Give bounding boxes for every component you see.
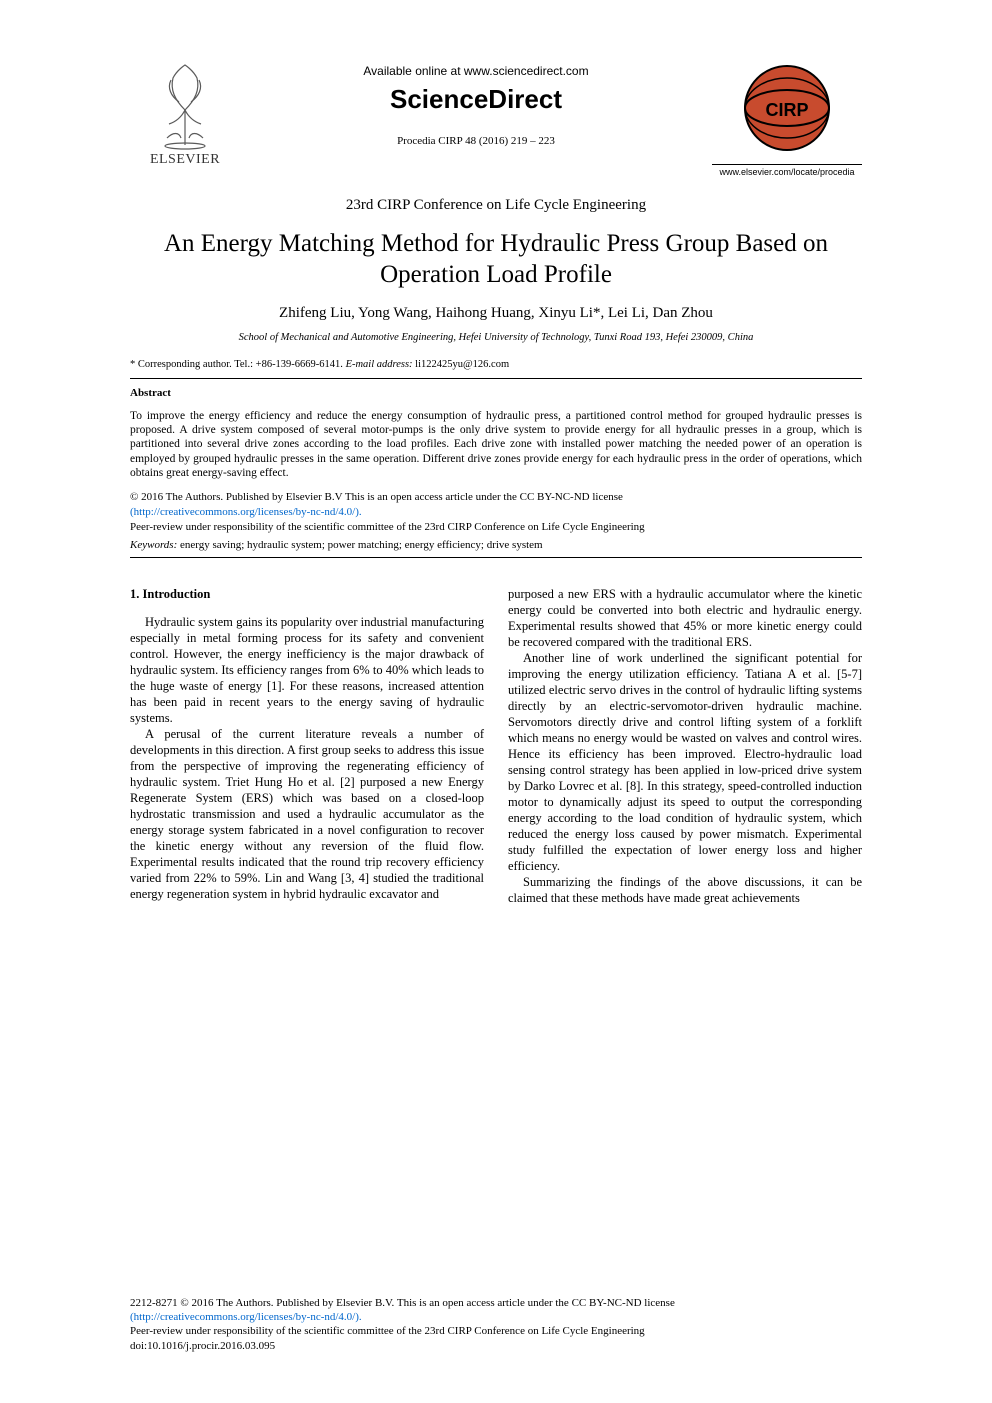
footer-issn: 2212-8271 © 2016 The Authors. Published …	[130, 1297, 675, 1309]
corresponding-prefix: * Corresponding author. Tel.: +86-139-66…	[130, 359, 346, 370]
rule-bottom	[130, 557, 862, 558]
footer-doi: doi:10.1016/j.procir.2016.03.095	[130, 1340, 275, 1352]
header-row: ELSEVIER Available online at www.science…	[130, 60, 862, 177]
left-column: 1. Introduction Hydraulic system gains i…	[130, 586, 484, 906]
section-1-heading: 1. Introduction	[130, 586, 484, 602]
email-label: E-mail address:	[346, 359, 413, 370]
body-para: purposed a new ERS with a hydraulic accu…	[508, 586, 862, 650]
corresponding-author: * Corresponding author. Tel.: +86-139-66…	[130, 359, 862, 370]
available-online-text: Available online at www.sciencedirect.co…	[240, 64, 712, 78]
copyright-line1: © 2016 The Authors. Published by Elsevie…	[130, 491, 623, 503]
elsevier-tree-icon	[145, 60, 225, 150]
copyright-block: © 2016 The Authors. Published by Elsevie…	[130, 490, 862, 519]
body-columns: 1. Introduction Hydraulic system gains i…	[130, 586, 862, 906]
license-link[interactable]: (http://creativecommons.org/licenses/by-…	[130, 506, 362, 518]
rule-top	[130, 378, 862, 379]
right-column: purposed a new ERS with a hydraulic accu…	[508, 586, 862, 906]
sciencedirect-logo-text: ScienceDirect	[240, 84, 712, 115]
cirp-logo-block: CIRP www.elsevier.com/locate/procedia	[712, 60, 862, 177]
corresponding-email: li122425yu@126.com	[413, 359, 510, 370]
elsevier-label: ELSEVIER	[130, 152, 240, 168]
peer-review-line: Peer-review under responsibility of the …	[130, 521, 862, 533]
affiliation: School of Mechanical and Automotive Engi…	[130, 332, 862, 343]
conference-name: 23rd CIRP Conference on Life Cycle Engin…	[130, 197, 862, 214]
cirp-url: www.elsevier.com/locate/procedia	[712, 164, 862, 177]
abstract-text: To improve the energy efficiency and red…	[130, 409, 862, 481]
cirp-logo-icon: CIRP	[737, 60, 837, 160]
procedia-citation: Procedia CIRP 48 (2016) 219 – 223	[240, 135, 712, 147]
footer-peer-review: Peer-review under responsibility of the …	[130, 1325, 645, 1337]
svg-text:CIRP: CIRP	[765, 100, 808, 120]
paper-title: An Energy Matching Method for Hydraulic …	[130, 228, 862, 291]
keywords-line: Keywords: energy saving; hydraulic syste…	[130, 539, 862, 551]
authors-list: Zhifeng Liu, Yong Wang, Haihong Huang, X…	[130, 305, 862, 322]
body-para: Another line of work underlined the sign…	[508, 650, 862, 874]
keywords-text: energy saving; hydraulic system; power m…	[177, 539, 542, 551]
footer-license-link[interactable]: (http://creativecommons.org/licenses/by-…	[130, 1311, 362, 1323]
body-para: A perusal of the current literature reve…	[130, 726, 484, 902]
body-para: Hydraulic system gains its popularity ov…	[130, 614, 484, 726]
center-header: Available online at www.sciencedirect.co…	[240, 60, 712, 147]
body-para: Summarizing the findings of the above di…	[508, 874, 862, 906]
abstract-heading: Abstract	[130, 387, 862, 399]
footer: 2212-8271 © 2016 The Authors. Published …	[130, 1296, 862, 1353]
elsevier-logo-block: ELSEVIER	[130, 60, 240, 168]
keywords-label: Keywords:	[130, 539, 177, 551]
